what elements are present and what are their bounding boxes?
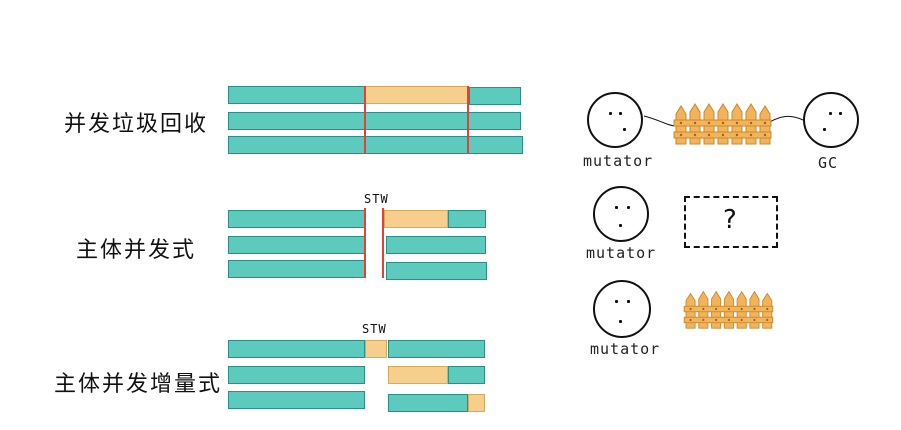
face-eye bbox=[619, 112, 622, 115]
thread-bar bbox=[228, 112, 521, 130]
mutator-face bbox=[593, 280, 651, 338]
thread-bar bbox=[448, 210, 486, 228]
thread-bar bbox=[386, 262, 487, 280]
stw-label: STW bbox=[362, 322, 387, 336]
thread-bar bbox=[448, 366, 485, 384]
face-eye bbox=[839, 112, 842, 115]
face-mouth bbox=[619, 224, 622, 227]
thread-bar bbox=[228, 236, 365, 254]
face-eye bbox=[627, 300, 630, 303]
face-mouth bbox=[623, 128, 626, 131]
face-eye bbox=[829, 112, 832, 115]
gc-face bbox=[803, 92, 859, 148]
thread-bar bbox=[386, 236, 486, 254]
face-eye bbox=[627, 206, 630, 209]
question-mark: ? bbox=[723, 205, 737, 235]
thread-bar bbox=[228, 340, 365, 358]
thread-bar bbox=[469, 87, 521, 105]
stw-label: STW bbox=[364, 192, 389, 206]
thread-bar bbox=[388, 394, 468, 412]
face-mouth bbox=[823, 128, 826, 131]
thread-bar bbox=[228, 86, 365, 104]
mutator-face bbox=[587, 92, 643, 148]
thread-bar bbox=[228, 136, 523, 154]
thread-bar bbox=[228, 391, 365, 409]
thread-bar bbox=[228, 210, 365, 228]
stw-boundary-line bbox=[364, 208, 366, 278]
mutator-face bbox=[593, 186, 649, 242]
fence-barrier-icon bbox=[673, 103, 772, 145]
face-mouth bbox=[619, 320, 622, 323]
stw-boundary-line bbox=[467, 86, 469, 154]
thread-bar bbox=[388, 340, 485, 358]
face-eye bbox=[615, 206, 618, 209]
face-eye bbox=[609, 112, 612, 115]
thread-bar bbox=[228, 366, 365, 384]
mostly-concurrent-incremental-label: 主体并发增量式 bbox=[54, 372, 223, 397]
mostly-concurrent-label: 主体并发式 bbox=[76, 238, 197, 263]
gc-work-bar bbox=[365, 340, 387, 358]
fence-barrier-icon bbox=[683, 290, 774, 329]
gc-work-bar bbox=[365, 86, 468, 104]
stw-boundary-line bbox=[382, 208, 384, 278]
connector-line bbox=[769, 115, 804, 123]
mutator-label: mutator bbox=[583, 152, 654, 170]
thread-bar bbox=[228, 260, 365, 278]
unknown-box bbox=[684, 196, 778, 248]
gc-work-bar bbox=[468, 394, 485, 412]
mutator-label: mutator bbox=[590, 340, 661, 358]
gc-work-bar bbox=[384, 210, 448, 228]
stw-boundary-line bbox=[364, 86, 366, 154]
mutator-label: mutator bbox=[586, 244, 657, 262]
gc-work-bar bbox=[388, 366, 448, 384]
concurrent-gc-label: 并发垃圾回收 bbox=[64, 112, 209, 137]
gc-label: GC bbox=[818, 154, 839, 172]
face-eye bbox=[615, 300, 618, 303]
